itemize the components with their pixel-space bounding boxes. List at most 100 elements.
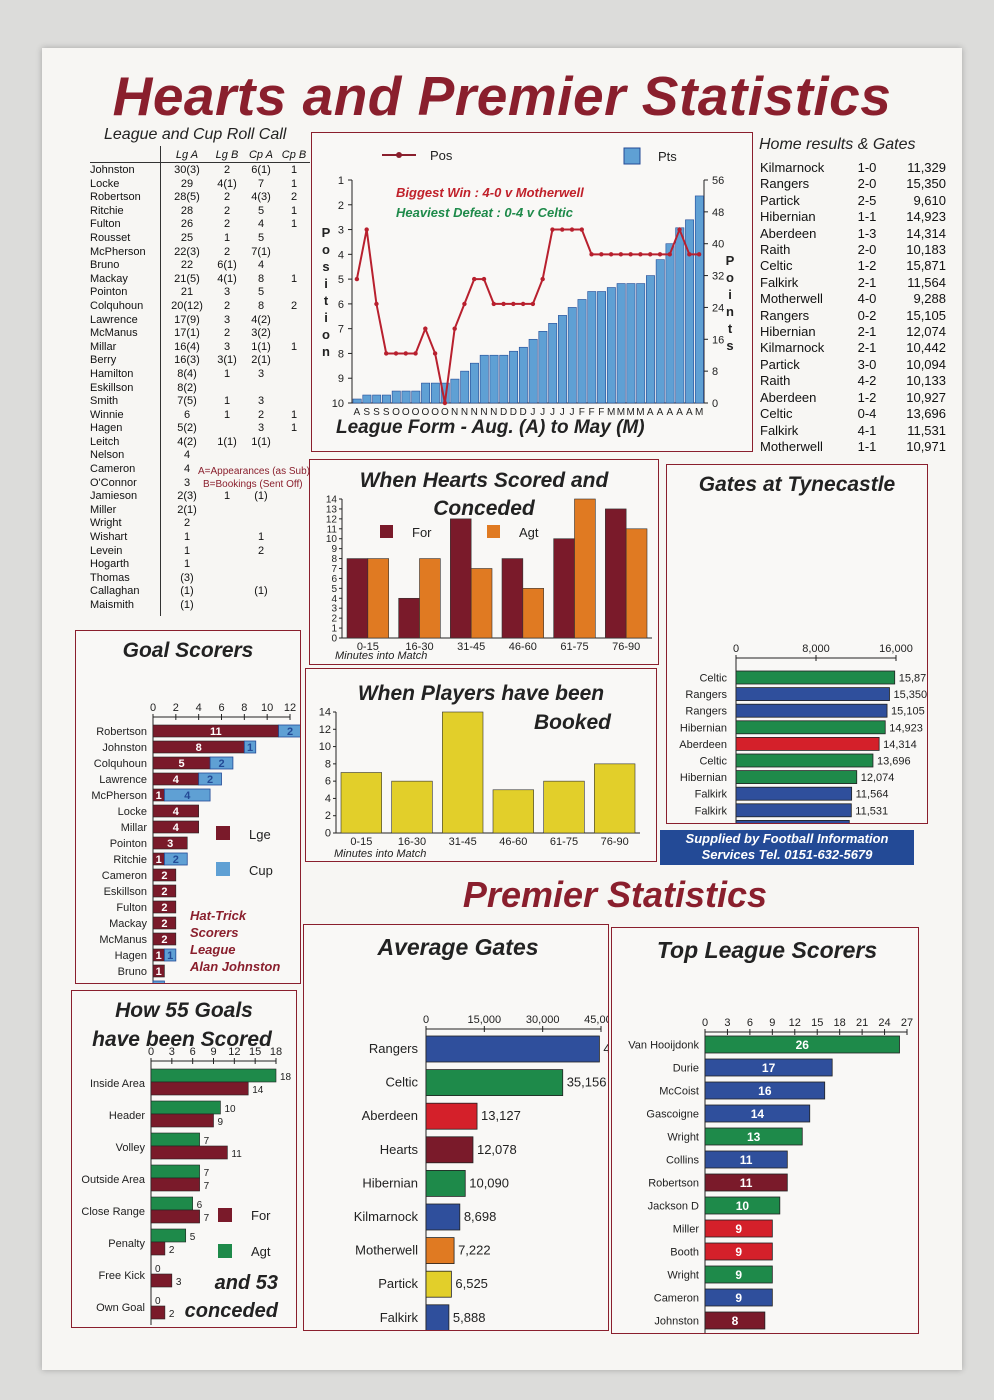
home-result-row: Aberdeen 1-2 10,927 [760,390,946,406]
y-tick: 6 [325,776,331,788]
roll-row: Levein 1 2 [90,545,310,559]
for-value: 2 [169,1309,175,1320]
for-bar [150,1113,214,1128]
category-label: 46-60 [499,836,527,848]
score: 4-0 [857,291,877,307]
roll-stat: 2 [290,191,298,204]
gate: 10,133 [906,373,946,389]
bar-label: Falkirk [695,789,728,801]
player-name: Lawrence [90,313,138,326]
position-tick: 5 [338,274,344,286]
for-bar [150,1145,228,1160]
bar [367,558,389,639]
roll-stat [278,232,310,246]
bar [553,538,575,639]
player-name: Jamieson [90,490,138,503]
roll-stat: (1) [254,585,268,598]
month-label: A [686,407,693,418]
y-tick: 10 [326,534,338,545]
month-label: N [451,407,458,418]
roll-stat [278,246,310,260]
position-tick: 8 [338,348,344,360]
roll-stat: (1) [254,490,268,503]
points-bar [636,283,646,404]
position-axis-letter: s [322,259,329,274]
cup-goals-value: 2 [287,726,293,738]
month-label: J [560,407,565,418]
roll-stat: 3 [223,313,231,326]
x-tick: 18 [270,1046,282,1058]
roll-stat: 8(2) [177,381,197,394]
how-goals-title-1: How 55 Goals [115,999,253,1022]
opponent: Partick [760,192,800,208]
method-label: Own Goal [96,1302,145,1314]
roll-stat [278,558,310,572]
roll-stat: 2 [223,191,231,204]
bar-value: 12,078 [477,1142,517,1157]
league-goals-value: 2 [161,918,167,930]
bar [605,508,627,639]
cup-goals-value: 2 [173,854,179,866]
roll-row: Eskillson 8(2) [90,382,310,396]
position-point [608,252,614,257]
bar [704,1058,833,1077]
player-name: Leitch [90,435,120,448]
position-point [560,227,565,232]
roll-stat [278,327,310,341]
top-scorers-title: Top League Scorers [657,937,877,963]
category-label: 46-60 [509,641,537,653]
bar [704,1219,773,1238]
points-bar [479,354,489,404]
bar-value: 9 [735,1291,742,1305]
player-name: Hogarth [90,558,130,571]
roll-stat [278,517,310,531]
roll-stat [278,545,310,559]
opponent: Raith [760,373,791,389]
roll-row: Rousset 25 1 5 [90,232,310,246]
month-label: D [519,407,526,418]
roll-call-table: Lg A Lg B Cp A Cp B Johnston 30(3) 2 6(1) 1 Lock… [90,149,310,613]
position-tick: 6 [338,299,344,311]
roll-stat [278,436,310,450]
against-bar [150,1068,277,1083]
heaviest-defeat: Heaviest Defeat : 0-4 v Celtic [396,205,574,220]
bar-value: 6,525 [455,1276,488,1291]
roll-stat: 21(5) [174,272,200,285]
points-bar [382,394,391,404]
gate: 11,329 [907,160,946,175]
x-tick: 8 [241,702,247,714]
bar [704,1104,811,1123]
bar-value: 13 [747,1130,761,1144]
roll-stat: 28 [180,204,194,217]
legend-agt: Agt [519,525,539,540]
month-label: O [421,407,429,418]
month-label: A [657,407,664,418]
roll-stat: 17(9) [174,313,200,326]
position-axis-letter: i [324,310,328,325]
league-goals-value: 2 [161,870,167,882]
home-results-title: Home results & Gates [759,136,916,153]
position-point [384,351,389,356]
month-label: S [373,407,380,418]
y-tick: 5 [331,584,337,595]
month-label: F [579,407,585,418]
roll-stat: 2 [257,544,265,557]
y-tick: 12 [326,514,338,525]
score: 1-1 [857,438,877,454]
position-point [687,252,692,257]
points-bar [352,398,362,404]
scored-conceded-xlabel: Minutes into Match [335,650,427,662]
month-label: D [510,407,517,418]
month-label: J [550,407,555,418]
player-name: Winnie [90,408,124,421]
method-label: Outside Area [81,1174,145,1186]
roll-row: Miller 2(1) [90,504,310,518]
points-bar [685,219,695,404]
bar-label: Kilmarnock [354,1209,419,1224]
how-goals-title-2: have been Scored [92,1028,273,1051]
opponent: Kilmarnock [760,340,825,356]
roll-row: Leitch 4(2) 1(1) 1(1) [90,436,310,450]
roll-stat: 1(1) [217,435,237,448]
bar-label: Hibernian [680,772,727,784]
bar-value: 10,090 [469,1175,509,1190]
